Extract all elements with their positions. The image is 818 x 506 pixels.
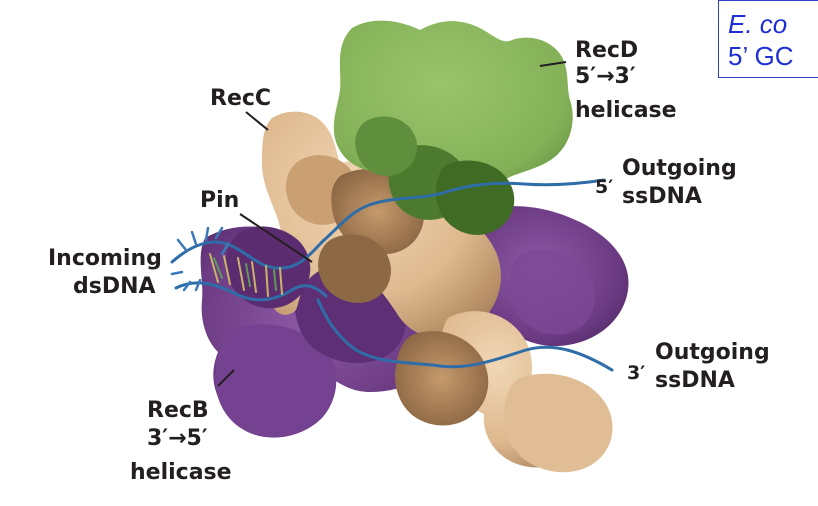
caption-box: E. co 5’ GC xyxy=(718,0,818,78)
label-3prime: 3′ xyxy=(627,362,646,384)
label-outgoing3-line1: Outgoing xyxy=(655,340,770,365)
label-recd-name: RecD xyxy=(575,38,639,63)
caption-line-2: 5’ GC xyxy=(728,41,794,71)
incoming-dsdna-strands xyxy=(170,226,328,302)
label-recc: RecC xyxy=(210,86,272,111)
outgoing-5prime-ssdna xyxy=(320,178,606,244)
label-leader-lines xyxy=(217,61,567,387)
label-pin: Pin xyxy=(200,188,240,213)
label-recb-type: helicase xyxy=(130,460,232,485)
caption-line-1: E. co xyxy=(728,9,788,39)
label-outgoing3-line2: ssDNA xyxy=(655,368,735,393)
label-incoming-line2: dsDNA xyxy=(73,274,156,299)
label-recb-direction: 3′→5′ xyxy=(147,426,208,451)
label-outgoing5-line1: Outgoing xyxy=(622,156,737,181)
recd-subunit-surface xyxy=(333,20,573,235)
outgoing-3prime-ssdna xyxy=(316,298,614,372)
label-5prime: 5′ xyxy=(595,176,614,198)
label-recd-direction: 5′→3′ xyxy=(575,64,636,89)
label-recd-type: helicase xyxy=(575,98,677,123)
label-recb-name: RecB xyxy=(147,398,209,423)
label-outgoing5-line2: ssDNA xyxy=(622,184,702,209)
label-incoming-line1: Incoming xyxy=(48,246,162,271)
